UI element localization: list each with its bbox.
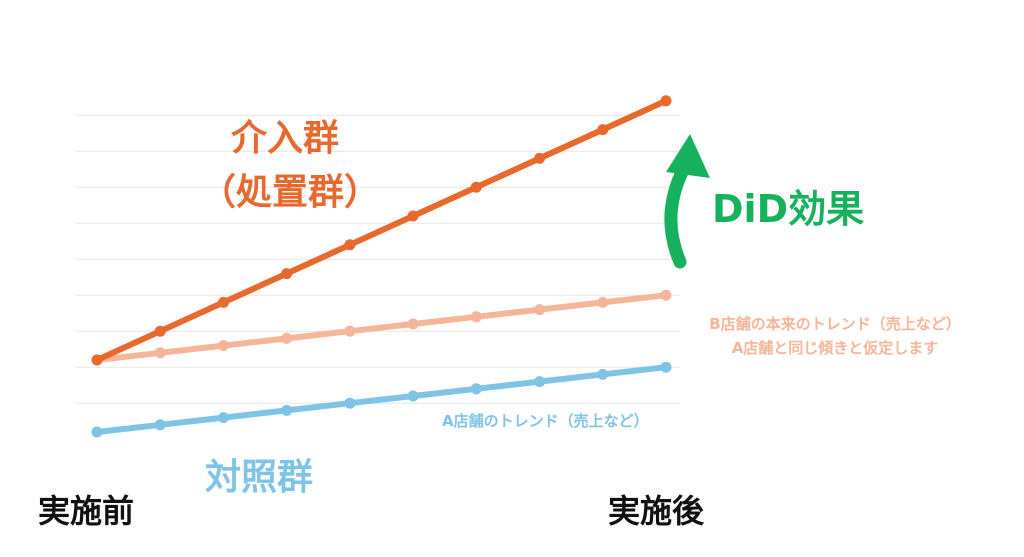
data-point-control-9 bbox=[660, 361, 672, 373]
before-axis-label: 実施前 bbox=[38, 492, 135, 530]
data-point-treatment-8 bbox=[597, 124, 609, 136]
data-point-treatment-7 bbox=[534, 152, 546, 164]
data-point-control-2 bbox=[217, 412, 229, 424]
data-point-counterfactual-5 bbox=[407, 318, 419, 330]
data-point-counterfactual-6 bbox=[470, 311, 482, 323]
data-point-control-1 bbox=[154, 419, 166, 431]
intervention-group-label-line1: 介入群 bbox=[230, 118, 339, 159]
series-line-control bbox=[94, 364, 669, 435]
intervention-group-label-line2: （処置群） bbox=[200, 172, 381, 213]
series-line-counterfactual bbox=[94, 292, 669, 363]
grid-lines bbox=[75, 114, 680, 404]
did-arrow-shaft bbox=[664, 161, 691, 269]
data-point-counterfactual-2 bbox=[217, 340, 229, 352]
did-arrow bbox=[664, 134, 710, 269]
store-b-trend-note-line2: A店舗と同じ傾きと仮定します bbox=[731, 339, 939, 357]
data-point-treatment-5 bbox=[407, 210, 419, 222]
data-point-control-5 bbox=[407, 390, 419, 402]
data-point-treatment-2 bbox=[217, 296, 229, 308]
data-point-control-7 bbox=[534, 376, 546, 388]
series-line-treatment bbox=[94, 97, 669, 363]
data-point-counterfactual-8 bbox=[597, 296, 609, 308]
data-point-treatment-4 bbox=[344, 239, 356, 251]
control-group-label: 対照群 bbox=[205, 457, 314, 498]
after-axis-label: 実施後 bbox=[608, 492, 705, 530]
data-point-treatment-3 bbox=[281, 268, 293, 280]
data-point-control-8 bbox=[597, 368, 609, 380]
series-group bbox=[91, 95, 672, 438]
data-point-counterfactual-1 bbox=[154, 347, 166, 359]
data-point-counterfactual-7 bbox=[534, 304, 546, 316]
store-a-trend-label: A店舗のトレンド（売上など） bbox=[442, 412, 649, 430]
store-b-trend-note: B店舗の本来のトレンド（売上など） A店舗と同じ傾きと仮定します bbox=[660, 312, 1010, 360]
data-point-control-0 bbox=[91, 426, 103, 438]
data-point-treatment-0 bbox=[91, 354, 103, 366]
data-point-treatment-9 bbox=[660, 95, 672, 107]
data-point-control-4 bbox=[344, 397, 356, 409]
data-point-treatment-6 bbox=[470, 181, 482, 193]
data-point-counterfactual-4 bbox=[344, 325, 356, 337]
store-b-trend-note-line1: B店舗の本来のトレンド（売上など） bbox=[709, 315, 961, 333]
data-point-treatment-1 bbox=[154, 325, 166, 337]
did-arrow-head bbox=[666, 134, 710, 178]
data-point-control-6 bbox=[470, 383, 482, 395]
data-point-counterfactual-3 bbox=[281, 332, 293, 344]
data-point-counterfactual-9 bbox=[660, 289, 672, 301]
data-point-control-3 bbox=[281, 404, 293, 416]
intervention-group-label: 介入群 （処置群） bbox=[200, 112, 381, 220]
did-effect-label: DiD効果 bbox=[712, 187, 865, 231]
